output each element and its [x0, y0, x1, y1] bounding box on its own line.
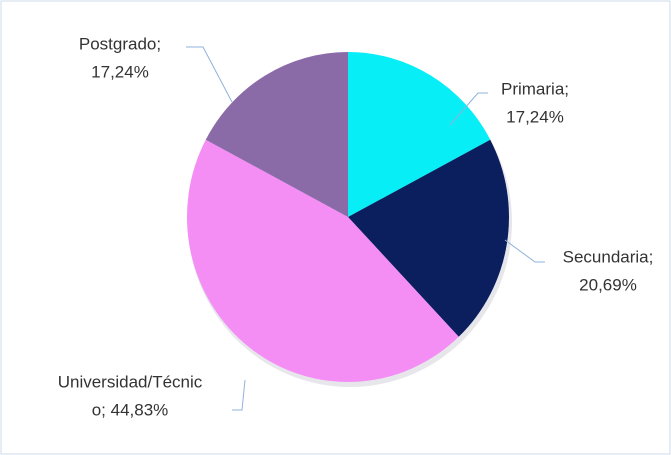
leader-line [186, 46, 233, 103]
data-label: Primaria; [501, 79, 569, 98]
pie-slice [348, 139, 510, 337]
pie-slice [205, 51, 348, 217]
data-label: 20,69% [579, 275, 637, 294]
data-label: Universidad/Técnic [58, 372, 203, 391]
data-label: Secundaria; [563, 247, 654, 266]
leader-line [504, 239, 545, 263]
pie-slice [186, 139, 459, 383]
data-label: 17,24% [91, 62, 149, 81]
leader-line [449, 92, 488, 126]
leader-line [232, 379, 246, 411]
data-label: 17,24% [506, 107, 564, 126]
data-label: Postgrado; [79, 34, 161, 53]
pie-slice [348, 52, 491, 217]
data-label: o; 44,83% [92, 400, 169, 419]
